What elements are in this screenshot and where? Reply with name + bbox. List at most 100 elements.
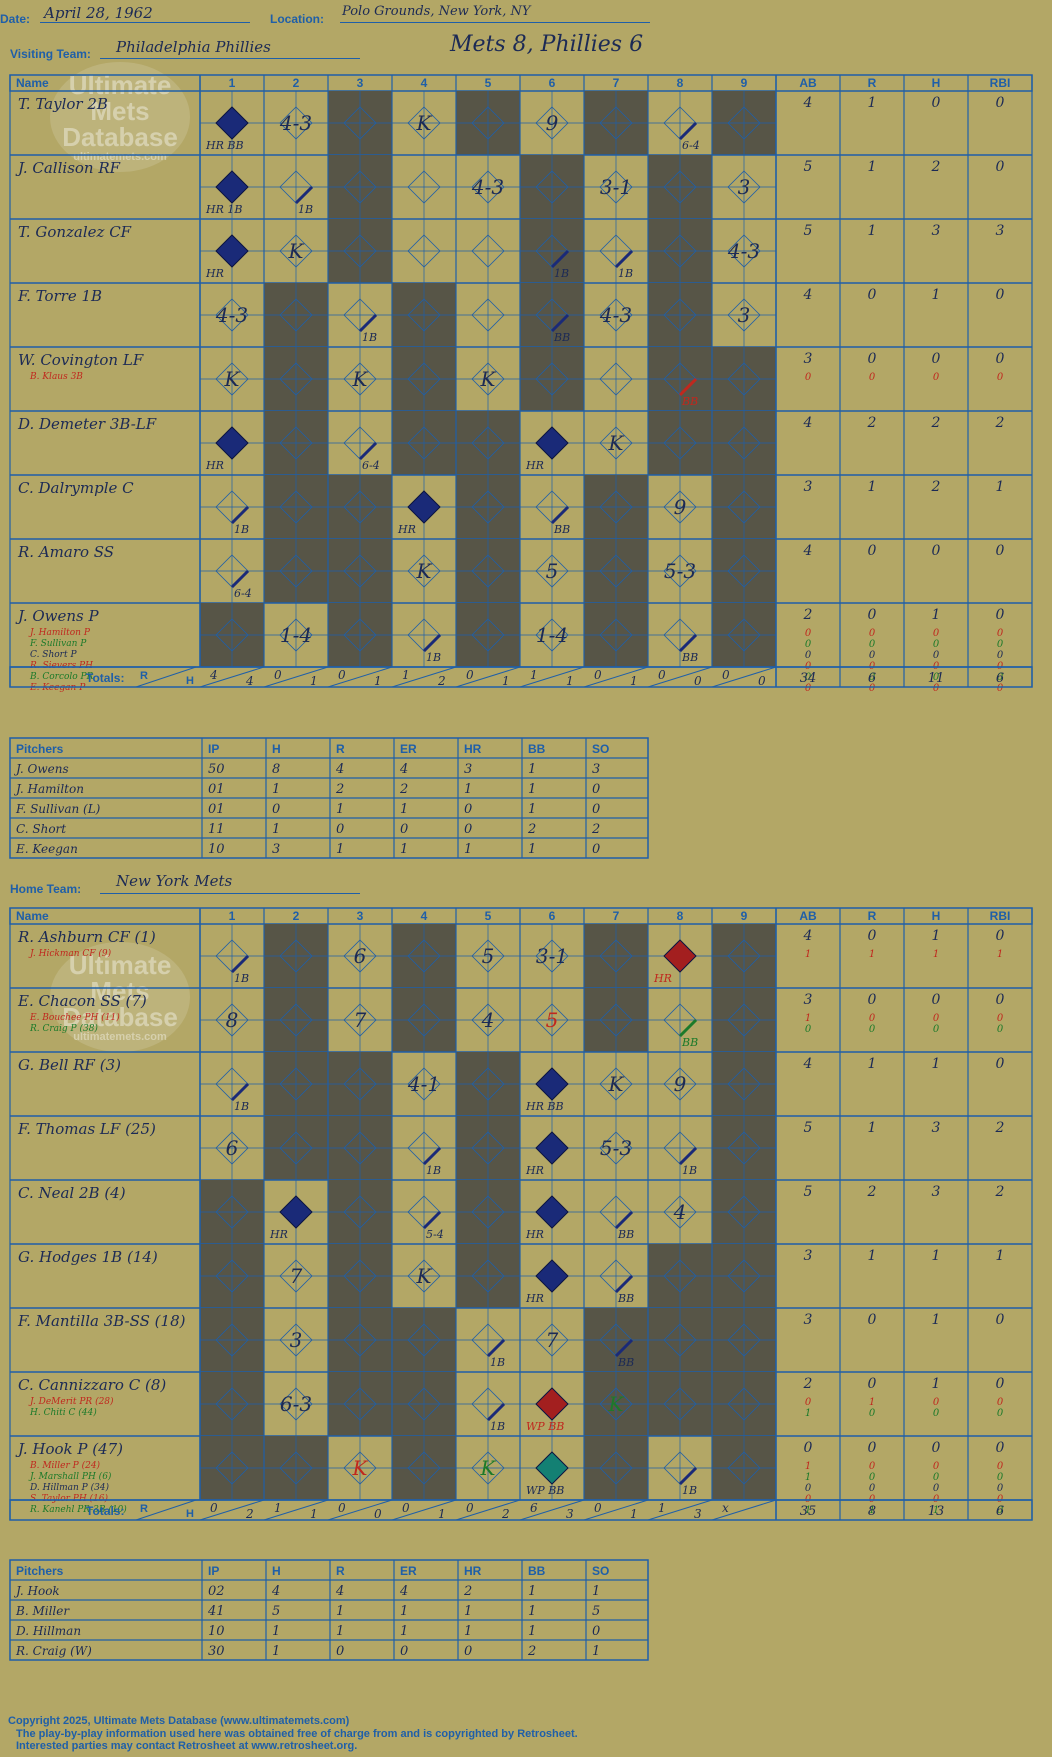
- visitors-base-diamond: [599, 490, 633, 524]
- visitors-totals-slash: [519, 666, 585, 688]
- visitors-inning-hits: 4: [245, 674, 254, 688]
- visitors-stat-value: 0: [996, 287, 1005, 303]
- visitors-base-diamond: [599, 426, 633, 460]
- visitors-base-diamond: [279, 426, 313, 460]
- visitors-sub-name: J. Hamilton P: [28, 628, 91, 638]
- home-batter-name: F. Mantilla 3B-SS (18): [17, 1312, 186, 1330]
- visitors-batter-name: T. Gonzalez CF: [18, 223, 132, 241]
- home-stat-value: 0: [869, 1408, 876, 1419]
- visitors-play-note: 1B: [426, 651, 441, 664]
- visitors-header-row: [9, 74, 1033, 92]
- visitors-play-note: 6-4: [234, 587, 252, 600]
- visitors-base-diamond: [407, 234, 441, 268]
- home-stat-value: 0: [868, 1312, 877, 1328]
- home-scored-diamond: [535, 1259, 569, 1293]
- visitors-sub-name: C. Short P: [30, 650, 77, 660]
- visitors-inning-hits: 1: [566, 674, 574, 688]
- home-play-note: HR BB: [525, 1100, 564, 1113]
- visitors-play-notation: K: [352, 367, 369, 391]
- home-pitcher-table: [9, 1559, 649, 1661]
- home-pitcher-cell: 1: [528, 1584, 536, 1599]
- visitors-base-diamond: [279, 298, 313, 332]
- visitors-pitcher-cell: 0: [592, 842, 600, 857]
- home-base-diamond: [215, 1003, 249, 1037]
- home-hit-path: [614, 1274, 634, 1294]
- home-play-note: HR: [269, 1228, 288, 1241]
- visitors-inning-header: 2: [293, 76, 300, 90]
- visiting-team-value: Philadelphia Phillies: [116, 38, 271, 56]
- home-base-diamond: [279, 1387, 313, 1421]
- home-header-row: [9, 907, 1033, 925]
- home-stat-value: 0: [996, 1056, 1005, 1072]
- visitors-base-diamond: [343, 106, 377, 140]
- visitors-hit-path: [550, 313, 570, 333]
- visitors-play-notation: K: [480, 367, 497, 391]
- visitors-sub-name: B. Klaus 3B: [29, 372, 83, 382]
- visitors-stat-value: 0: [996, 543, 1005, 559]
- home-stat-value: 0: [997, 1397, 1004, 1408]
- visitors-play-notation: K: [416, 111, 433, 135]
- home-play-notation: 4: [481, 1008, 495, 1032]
- home-scored-diamond: [279, 1195, 313, 1229]
- home-stat-value: 0: [996, 1376, 1005, 1392]
- home-play-note: HR: [525, 1228, 544, 1241]
- home-stat-value: 1: [805, 1408, 811, 1419]
- home-stat-value: 4: [803, 1056, 813, 1072]
- home-team-label: Home Team:: [10, 882, 82, 896]
- home-inning-runs: 0: [210, 1501, 218, 1515]
- visitors-stat-value: 3: [804, 351, 813, 367]
- home-base-diamond: [663, 1259, 697, 1293]
- home-base-diamond: [599, 939, 633, 973]
- home-pitcher-cell: 02: [208, 1584, 225, 1599]
- home-play-note: 1B: [682, 1484, 697, 1497]
- watermark-visitors: Ultimate Mets Database ultimatemets.com: [50, 62, 190, 172]
- location-underline: [340, 22, 650, 23]
- visitors-hit-path: [550, 505, 570, 525]
- home-sub-name: J. Marshall PH (6): [28, 1471, 112, 1482]
- visitors-hit-path: [294, 185, 314, 205]
- visitors-pitcher-cell: 0: [592, 802, 600, 817]
- home-stat-value: 1: [805, 1505, 811, 1516]
- home-base-diamond: [663, 1323, 697, 1357]
- home-inning-header: 5: [485, 909, 492, 923]
- visitors-pitcher-cell: C. Short: [16, 822, 66, 836]
- home-stat-value: 0: [933, 1483, 940, 1494]
- visitors-base-diamond: [663, 490, 697, 524]
- home-stat-value: 2: [995, 1184, 1005, 1200]
- visitors-stat-value: 2: [931, 159, 941, 175]
- visitors-sub-name: E. Keegan P: [29, 683, 86, 693]
- home-stat-value: 1: [869, 1397, 875, 1408]
- visitors-pitcher-cell: 1: [528, 762, 536, 777]
- home-stat-value: 0: [869, 1483, 876, 1494]
- visitors-scored-diamond: [215, 170, 249, 204]
- home-play-notation: 3: [290, 1328, 303, 1352]
- home-pitcher-cell: 1: [336, 1624, 344, 1639]
- home-scored-diamond: [535, 1195, 569, 1229]
- home-batter-name: G. Bell RF (3): [18, 1056, 121, 1074]
- visitors-stat-value: 2: [931, 479, 941, 495]
- visitors-totals-r-label: R: [140, 670, 148, 682]
- home-base-diamond: [727, 1131, 761, 1165]
- visitors-play-note: BB: [553, 331, 570, 344]
- visitors-base-diamond: [407, 106, 441, 140]
- visitors-inning-runs: 0: [274, 668, 282, 682]
- visitors-stat-value: 0: [932, 351, 941, 367]
- home-sub-name: B. Miller P (24): [29, 1460, 101, 1471]
- visitors-base-diamond: [727, 106, 761, 140]
- home-hit-path: [230, 954, 250, 974]
- home-inning-hits: 0: [374, 1507, 382, 1521]
- visitors-play-notation: K: [416, 559, 433, 583]
- home-underline: [100, 893, 360, 894]
- visitors-stat-value: 0: [997, 639, 1004, 650]
- home-hit-path: [230, 1082, 250, 1102]
- home-base-diamond: [279, 1131, 313, 1165]
- visitors-stat-value: 0: [933, 639, 940, 650]
- home-pitcher-cell: J. Hook: [13, 1584, 60, 1598]
- visitors-play-notation: 4-3: [599, 303, 632, 327]
- home-stat-header: AB: [799, 909, 817, 923]
- home-totals-row: [9, 1499, 1033, 1521]
- visitors-base-diamond: [599, 298, 633, 332]
- home-base-diamond: [279, 1259, 313, 1293]
- home-pitcher-header: ER: [400, 1564, 417, 1578]
- home-batter-name: C. Cannizzaro C (8): [18, 1376, 166, 1394]
